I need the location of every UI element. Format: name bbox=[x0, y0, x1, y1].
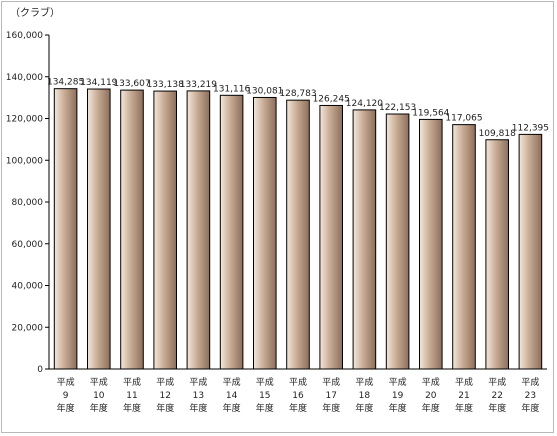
bar bbox=[286, 99, 310, 370]
data-label: 131,116 bbox=[213, 84, 250, 94]
bar bbox=[452, 124, 476, 370]
bar bbox=[352, 109, 377, 370]
bar bbox=[53, 88, 78, 370]
y-tick-label: 20,000 bbox=[12, 323, 44, 333]
y-tick-label: 60,000 bbox=[12, 240, 44, 250]
x-tick-label: 平成 19 年度 bbox=[389, 376, 407, 414]
bar bbox=[419, 118, 443, 370]
bar bbox=[319, 104, 343, 370]
data-label: 133,607 bbox=[113, 79, 150, 89]
y-tick-label: 80,000 bbox=[12, 198, 44, 208]
x-tick-label: 平成 12 年度 bbox=[156, 376, 174, 414]
data-label: 109,818 bbox=[479, 129, 516, 139]
y-tick-label: 120,000 bbox=[6, 115, 43, 125]
x-tick-label: 平成 22 年度 bbox=[488, 376, 506, 414]
bar bbox=[153, 90, 177, 370]
data-label: 133,138 bbox=[147, 80, 184, 90]
data-label: 124,120 bbox=[346, 99, 383, 109]
data-label: 117,065 bbox=[445, 114, 482, 124]
bar bbox=[253, 96, 277, 370]
bars: 134,285134,119133,607133,138133,219131,1… bbox=[47, 78, 549, 370]
data-label: 130,081 bbox=[246, 86, 283, 96]
bar bbox=[87, 88, 111, 370]
x-tick-label: 平成 11 年度 bbox=[123, 376, 141, 414]
y-tick-label: 0 bbox=[37, 365, 43, 375]
bar bbox=[219, 94, 244, 370]
data-label: 119,564 bbox=[412, 108, 449, 118]
x-tick-label: 平成 15 年度 bbox=[256, 376, 274, 414]
x-tick-label: 平成 23 年度 bbox=[521, 376, 539, 414]
data-label: 126,245 bbox=[313, 94, 350, 104]
bar bbox=[385, 113, 410, 370]
x-tick-label: 平成 18 年度 bbox=[355, 376, 373, 414]
unit-label: （クラブ） bbox=[10, 6, 60, 19]
x-tick-label: 平成 10 年度 bbox=[90, 376, 108, 414]
data-label: 112,395 bbox=[512, 123, 549, 133]
bar bbox=[518, 133, 543, 370]
x-tick-label: 平成 13 年度 bbox=[189, 376, 207, 414]
y-tick-label: 100,000 bbox=[6, 156, 43, 166]
x-tick-label: 平成 9 年度 bbox=[57, 376, 75, 414]
bar bbox=[186, 90, 211, 370]
data-label: 134,285 bbox=[47, 78, 84, 88]
y-tick-label: 140,000 bbox=[6, 73, 43, 83]
data-label: 133,219 bbox=[180, 80, 217, 90]
y-tick-label: 160,000 bbox=[6, 31, 43, 41]
data-label: 122,153 bbox=[379, 103, 416, 113]
x-tick-label: 平成 14 年度 bbox=[223, 376, 241, 414]
y-axis: 0 20,000 40,000 60,000 80,000 100,000 120,000 1… bbox=[6, 31, 50, 375]
bar bbox=[485, 139, 509, 370]
bar bbox=[120, 89, 144, 370]
data-label: 128,783 bbox=[279, 89, 316, 99]
x-tick-label: 平成 17 年度 bbox=[322, 376, 340, 414]
y-tick-label: 40,000 bbox=[12, 282, 44, 292]
x-tick-label: 平成 21 年度 bbox=[455, 376, 473, 414]
data-label: 134,119 bbox=[80, 78, 117, 88]
x-tick-label: 平成 20 年度 bbox=[422, 376, 440, 414]
x-tick-label: 平成 16 年度 bbox=[289, 376, 307, 414]
